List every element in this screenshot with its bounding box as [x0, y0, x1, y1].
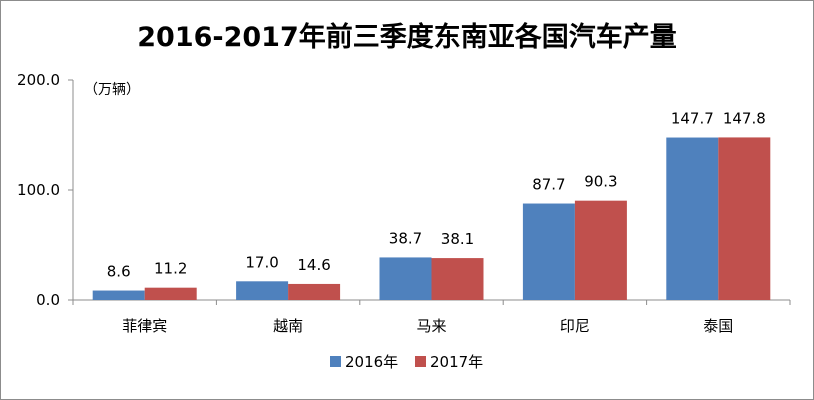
y-tick-label: 0.0 [36, 291, 60, 309]
legend-swatch [330, 356, 341, 367]
bar [288, 283, 341, 300]
bar [92, 290, 145, 300]
category-label: 越南 [273, 317, 303, 335]
legend-label: 2016年 [345, 353, 398, 371]
data-label: 17.0 [245, 253, 278, 271]
data-label: 14.6 [297, 256, 330, 274]
bar [666, 137, 719, 300]
chart-title: 2016-2017年前三季度东南亚各国汽车产量 [137, 22, 677, 53]
legend-swatch [415, 356, 426, 367]
data-label: 90.3 [584, 173, 617, 191]
y-tick-label: 200.0 [17, 71, 60, 89]
category-label: 菲律宾 [122, 317, 167, 335]
data-label: 87.7 [532, 176, 565, 194]
data-label: 38.1 [441, 230, 474, 248]
data-label: 8.6 [107, 263, 131, 281]
category-label: 印尼 [560, 317, 590, 335]
bar [522, 203, 575, 300]
legend-label: 2017年 [430, 353, 483, 371]
data-label: 38.7 [389, 229, 422, 247]
bar [718, 137, 771, 300]
category-label: 马来 [416, 317, 446, 335]
data-label: 147.7 [671, 110, 714, 128]
bar [574, 200, 627, 300]
bar [379, 257, 432, 300]
unit-label: （万辆） [84, 82, 140, 98]
bar [144, 287, 197, 300]
data-label: 147.8 [723, 109, 766, 127]
bar [431, 258, 484, 300]
data-label: 11.2 [154, 260, 187, 278]
category-label: 泰国 [703, 317, 733, 335]
bar [236, 281, 289, 300]
y-tick-label: 100.0 [17, 181, 60, 199]
